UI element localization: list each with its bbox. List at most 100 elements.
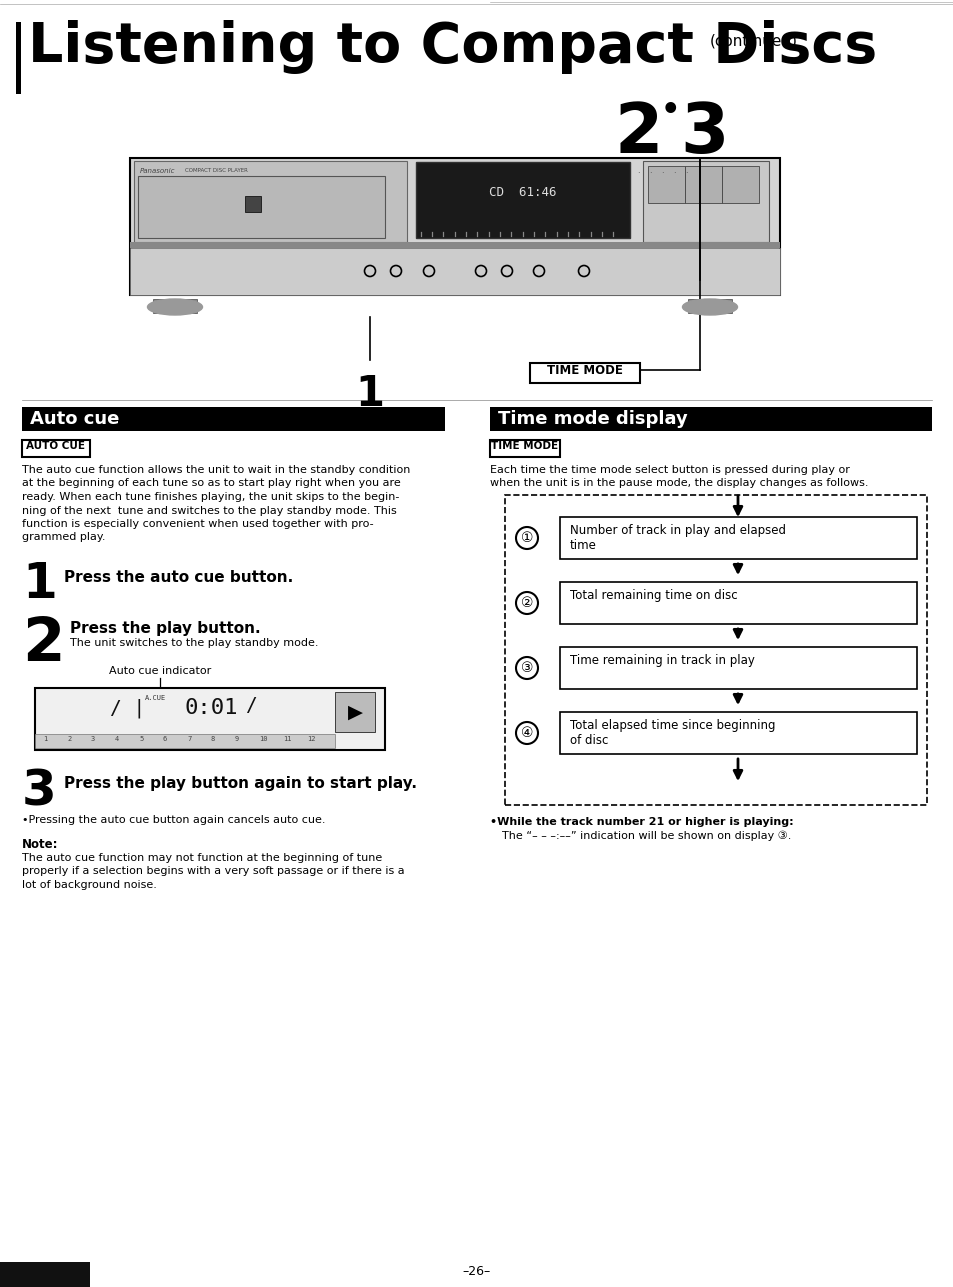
Text: grammed play.: grammed play.: [22, 533, 106, 543]
Text: 1: 1: [22, 560, 57, 607]
Text: properly if a selection begins with a very soft passage or if there is a: properly if a selection begins with a ve…: [22, 866, 404, 876]
Text: ①: ①: [520, 532, 533, 544]
Text: Each time the time mode select button is pressed during play or: Each time the time mode select button is…: [490, 465, 849, 475]
Text: CD  61:46: CD 61:46: [489, 185, 557, 198]
Bar: [0, 1263, 90, 1287]
Text: 3: 3: [679, 100, 727, 167]
Text: The unit switches to the play standby mode.: The unit switches to the play standby mo…: [70, 638, 318, 647]
Text: 2: 2: [67, 736, 71, 743]
Bar: [504, 495, 926, 804]
Bar: [245, 196, 261, 212]
Text: TIME MODE: TIME MODE: [491, 441, 558, 450]
Text: .: .: [684, 166, 687, 175]
Bar: [647, 166, 684, 203]
Text: Total remaining time on disc: Total remaining time on disc: [569, 589, 737, 602]
Text: 3: 3: [91, 736, 95, 743]
Bar: [16, 22, 21, 94]
Text: Press the play button.: Press the play button.: [70, 622, 260, 636]
Text: Auto cue: Auto cue: [30, 411, 119, 429]
Text: A.CUE: A.CUE: [145, 695, 166, 701]
Text: Total elapsed time since beginning: Total elapsed time since beginning: [569, 719, 775, 732]
Text: 1: 1: [43, 736, 48, 743]
Text: when the unit is in the pause mode, the display changes as follows.: when the unit is in the pause mode, the …: [490, 477, 867, 488]
Text: ning of the next  tune and switches to the play standby mode. This: ning of the next tune and switches to th…: [22, 506, 396, 516]
Bar: [559, 582, 916, 624]
Bar: [22, 407, 444, 431]
Text: 4: 4: [115, 736, 119, 743]
Bar: [684, 166, 721, 203]
Bar: [35, 689, 385, 750]
Text: time: time: [569, 539, 597, 552]
Text: at the beginning of each tune so as to start play right when you are: at the beginning of each tune so as to s…: [22, 479, 400, 489]
Text: 3: 3: [22, 768, 56, 816]
Text: AUTO CUE: AUTO CUE: [27, 441, 86, 450]
Text: Listening to Compact Discs: Listening to Compact Discs: [28, 21, 877, 73]
Bar: [35, 734, 335, 748]
Bar: [530, 363, 639, 384]
Bar: [130, 242, 780, 248]
Text: /: /: [245, 696, 256, 716]
Text: 1: 1: [355, 373, 384, 414]
Text: Time remaining in track in play: Time remaining in track in play: [569, 654, 754, 667]
Text: / |: / |: [110, 698, 145, 717]
Text: 10: 10: [258, 736, 267, 743]
Bar: [721, 166, 759, 203]
Text: The “– – –:––” indication will be shown on display ③.: The “– – –:––” indication will be shown …: [501, 831, 791, 842]
Text: Press the auto cue button.: Press the auto cue button.: [64, 570, 293, 586]
Text: 12: 12: [307, 736, 315, 743]
Ellipse shape: [681, 299, 737, 315]
Text: 5: 5: [139, 736, 143, 743]
Text: 8: 8: [211, 736, 215, 743]
Text: ②: ②: [520, 596, 533, 610]
Text: .: .: [660, 166, 663, 175]
Bar: [152, 299, 196, 313]
Text: Number of track in play and elapsed: Number of track in play and elapsed: [569, 524, 785, 537]
Text: TIME MODE: TIME MODE: [546, 364, 622, 377]
Bar: [130, 248, 780, 295]
Text: 2: 2: [22, 615, 65, 674]
Text: ▶: ▶: [347, 703, 362, 722]
Text: of disc: of disc: [569, 734, 608, 746]
Bar: [559, 647, 916, 689]
Bar: [138, 176, 385, 238]
Text: The auto cue function allows the unit to wait in the standby condition: The auto cue function allows the unit to…: [22, 465, 410, 475]
Ellipse shape: [148, 299, 202, 315]
Text: ④: ④: [520, 726, 533, 740]
Bar: [416, 162, 629, 238]
Bar: [130, 158, 780, 295]
Bar: [22, 440, 90, 457]
Bar: [335, 692, 375, 732]
Text: lot of background noise.: lot of background noise.: [22, 880, 156, 891]
Text: •: •: [660, 97, 679, 125]
Text: –26–: –26–: [462, 1265, 491, 1278]
Text: Note:: Note:: [22, 838, 58, 851]
Text: ③: ③: [520, 662, 533, 674]
Bar: [559, 517, 916, 559]
Bar: [559, 712, 916, 754]
Text: 6: 6: [163, 736, 167, 743]
Text: 11: 11: [283, 736, 292, 743]
Text: .: .: [637, 166, 639, 175]
Text: Time mode display: Time mode display: [497, 411, 687, 429]
Text: Panasonic: Panasonic: [140, 169, 175, 174]
Text: The auto cue function may not function at the beginning of tune: The auto cue function may not function a…: [22, 853, 382, 864]
Bar: [642, 161, 768, 242]
Text: (continued): (continued): [709, 33, 797, 49]
Bar: [133, 161, 407, 242]
Text: 9: 9: [234, 736, 239, 743]
Text: function is especially convenient when used together with pro-: function is especially convenient when u…: [22, 519, 374, 529]
Text: •Pressing the auto cue button again cancels auto cue.: •Pressing the auto cue button again canc…: [22, 815, 325, 825]
Bar: [490, 440, 559, 457]
Text: COMPACT DISC PLAYER: COMPACT DISC PLAYER: [185, 169, 248, 172]
Text: .: .: [672, 166, 675, 175]
Text: 7: 7: [187, 736, 191, 743]
Text: .: .: [648, 166, 651, 175]
Text: 0:01: 0:01: [185, 698, 238, 718]
Bar: [687, 299, 731, 313]
Text: 2: 2: [615, 100, 662, 167]
Text: •While the track number 21 or higher is playing:: •While the track number 21 or higher is …: [490, 817, 793, 828]
Text: Press the play button again to start play.: Press the play button again to start pla…: [64, 776, 416, 792]
Text: Auto cue indicator: Auto cue indicator: [109, 665, 211, 676]
Bar: [490, 407, 931, 431]
Text: ready. When each tune finishes playing, the unit skips to the begin-: ready. When each tune finishes playing, …: [22, 492, 399, 502]
